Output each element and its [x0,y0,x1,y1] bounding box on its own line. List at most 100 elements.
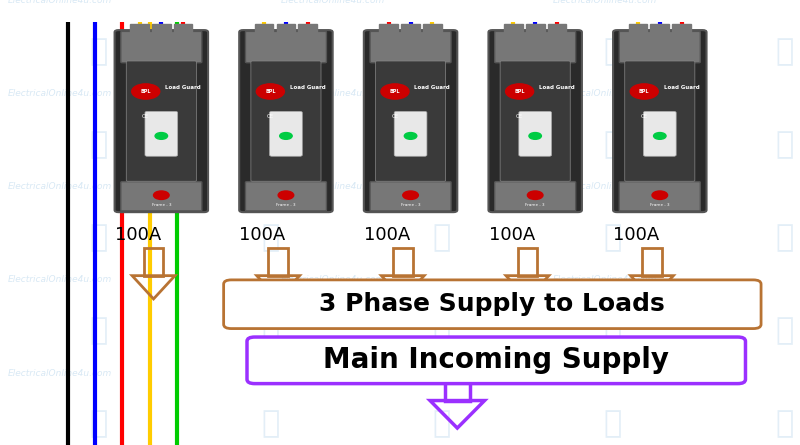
Text: ElectricalOnline4u.com: ElectricalOnline4u.com [8,89,112,98]
Bar [650,24,669,34]
FancyBboxPatch shape [246,31,326,63]
Bar [629,24,647,34]
Bar [379,24,398,34]
FancyBboxPatch shape [126,61,196,181]
Text: ElectricalOnline4u.com: ElectricalOnline4u.com [553,182,658,191]
Text: 💡: 💡 [604,223,622,252]
FancyBboxPatch shape [239,30,333,212]
Text: ElectricalOnline4u.com: ElectricalOnline4u.com [553,368,658,377]
FancyBboxPatch shape [489,30,582,212]
FancyBboxPatch shape [613,30,706,212]
Text: Frame - 3: Frame - 3 [401,203,420,207]
Text: ElectricalOnline4u.com: ElectricalOnline4u.com [281,89,385,98]
Text: 💡: 💡 [262,130,279,159]
Bar [423,24,442,34]
Text: 💡: 💡 [262,316,279,345]
FancyBboxPatch shape [619,182,700,211]
FancyBboxPatch shape [370,182,451,211]
Text: 💡: 💡 [262,223,279,252]
FancyBboxPatch shape [270,111,302,156]
Text: ElectricalOnline4u.com: ElectricalOnline4u.com [281,275,385,284]
Bar [130,24,149,34]
Text: 💡: 💡 [90,409,108,438]
FancyBboxPatch shape [394,111,427,156]
Circle shape [132,84,160,99]
Circle shape [527,191,543,199]
Text: ElectricalOnline4u.com: ElectricalOnline4u.com [281,368,385,377]
Text: ElectricalOnline4u.com: ElectricalOnline4u.com [553,0,658,5]
Bar [174,24,193,34]
Text: CE: CE [516,114,523,119]
Text: Frame - 3: Frame - 3 [650,203,670,207]
Text: 100A: 100A [115,227,161,244]
Bar [402,24,420,34]
FancyBboxPatch shape [251,61,321,181]
Text: ElectricalOnline4u.com: ElectricalOnline4u.com [8,182,112,191]
Text: Frame - 3: Frame - 3 [276,203,296,207]
FancyBboxPatch shape [375,61,446,181]
Text: Load Guard: Load Guard [166,85,201,90]
Text: ElectricalOnline4u.com: ElectricalOnline4u.com [553,89,658,98]
Text: 💡: 💡 [90,316,108,345]
Circle shape [280,133,292,139]
Text: 100A: 100A [239,227,286,244]
Circle shape [654,133,666,139]
Text: BPL: BPL [390,89,400,94]
Bar [526,24,545,34]
Text: CE: CE [267,114,274,119]
Circle shape [402,191,418,199]
Circle shape [630,84,658,99]
FancyBboxPatch shape [247,337,746,384]
Text: CE: CE [142,114,150,119]
Text: Load Guard: Load Guard [414,85,450,90]
Bar [269,248,288,275]
Bar [152,24,170,34]
Text: 100A: 100A [489,227,535,244]
FancyBboxPatch shape [643,111,676,156]
Text: Main Incoming Supply: Main Incoming Supply [323,346,670,374]
Text: 💡: 💡 [604,130,622,159]
FancyBboxPatch shape [494,31,576,63]
Text: BPL: BPL [639,89,650,94]
Text: Frame - 3: Frame - 3 [526,203,545,207]
Text: 💡: 💡 [775,316,794,345]
Text: BPL: BPL [514,89,525,94]
Circle shape [652,191,667,199]
Text: 💡: 💡 [433,409,451,438]
Text: 💡: 💡 [90,223,108,252]
Text: ElectricalOnline4u.com: ElectricalOnline4u.com [8,275,112,284]
Text: 💡: 💡 [433,223,451,252]
Bar [298,24,317,34]
Text: CE: CE [641,114,648,119]
Circle shape [155,133,167,139]
Circle shape [529,133,542,139]
Text: Frame - 3: Frame - 3 [151,203,171,207]
FancyBboxPatch shape [246,182,326,211]
FancyBboxPatch shape [625,61,695,181]
Text: 💡: 💡 [775,37,794,66]
Text: 💡: 💡 [604,37,622,66]
Text: 💡: 💡 [775,409,794,438]
Bar [254,24,274,34]
FancyBboxPatch shape [224,280,761,328]
Bar [277,24,295,34]
Bar [144,248,163,275]
Text: 💡: 💡 [90,130,108,159]
Circle shape [404,133,417,139]
FancyBboxPatch shape [619,31,700,63]
Text: BPL: BPL [141,89,151,94]
Text: 100A: 100A [614,227,659,244]
Text: Load Guard: Load Guard [664,85,699,90]
Text: 💡: 💡 [775,130,794,159]
FancyBboxPatch shape [519,111,551,156]
Text: ElectricalOnline4u.com: ElectricalOnline4u.com [281,182,385,191]
FancyBboxPatch shape [494,182,576,211]
Bar [445,382,470,400]
Text: 💡: 💡 [604,316,622,345]
Text: CE: CE [391,114,398,119]
FancyBboxPatch shape [121,182,202,211]
Text: ElectricalOnline4u.com: ElectricalOnline4u.com [8,368,112,377]
Text: 💡: 💡 [433,37,451,66]
Text: 💡: 💡 [262,37,279,66]
Text: Load Guard: Load Guard [290,85,326,90]
